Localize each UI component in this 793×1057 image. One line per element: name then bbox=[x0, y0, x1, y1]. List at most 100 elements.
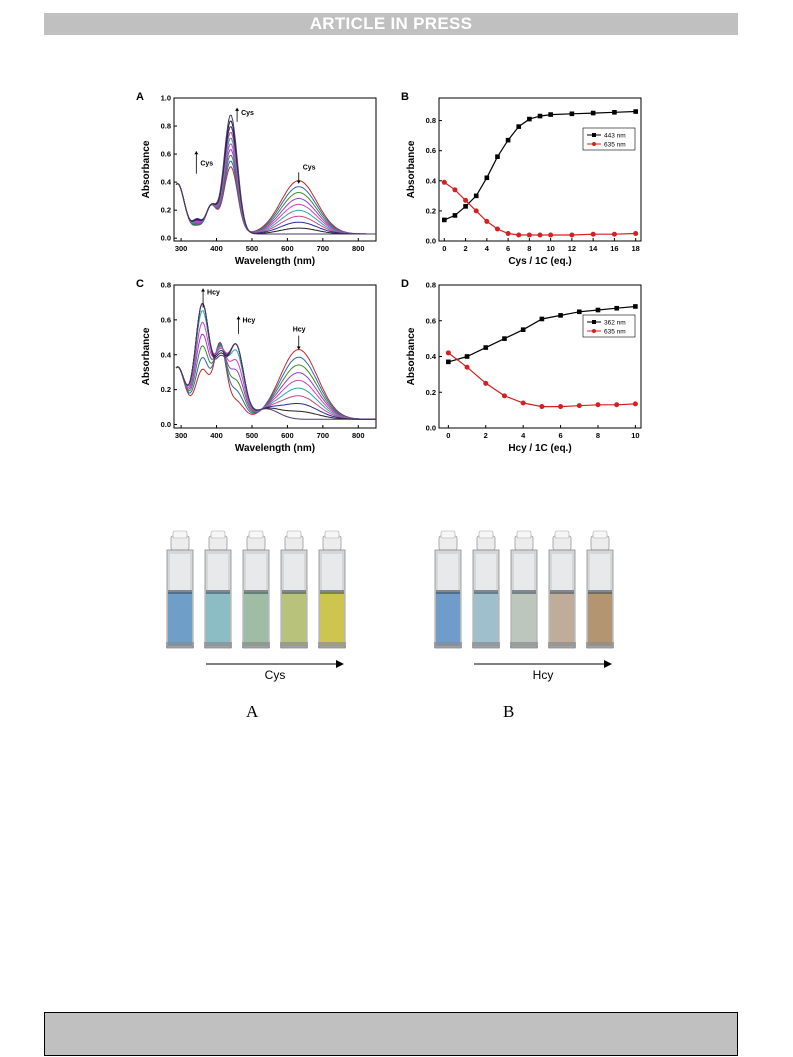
vial bbox=[280, 530, 308, 649]
y-tick-label: 0.8 bbox=[161, 281, 171, 290]
data-point bbox=[526, 232, 532, 238]
data-point bbox=[590, 110, 596, 116]
data-point bbox=[527, 116, 532, 122]
data-point bbox=[501, 393, 507, 399]
vial-cap-top bbox=[172, 530, 188, 539]
spectrum-line bbox=[175, 303, 376, 420]
vial-cap-top bbox=[210, 530, 226, 539]
spectrum-line bbox=[175, 341, 376, 420]
y-tick-label: 0.0 bbox=[426, 237, 436, 246]
data-point bbox=[611, 231, 617, 237]
series-line bbox=[448, 352, 636, 408]
chart-panel-a: 300 400 500 600 700 800 0.0 0.2 0.4 0.6 0.8 1.0 Wave… bbox=[136, 91, 377, 267]
x-tick-label: 2 bbox=[484, 431, 488, 440]
banner-text: ARTICLE IN PRESS bbox=[309, 14, 473, 33]
x-tick-label: 300 bbox=[175, 431, 188, 440]
x-tick-label: 800 bbox=[352, 244, 365, 253]
vial-cap-top bbox=[554, 530, 570, 539]
data-point bbox=[505, 230, 511, 236]
y-tick-label: 0.8 bbox=[161, 122, 171, 131]
x-tick-label: 6 bbox=[506, 244, 510, 253]
annotation-label: Hcy bbox=[242, 317, 255, 324]
vial-meniscus bbox=[206, 590, 230, 594]
vial-meniscus bbox=[168, 590, 192, 594]
data-point bbox=[463, 204, 468, 209]
plot-frame bbox=[173, 97, 377, 242]
y-tick-label: 0.8 bbox=[426, 116, 436, 125]
data-point bbox=[548, 112, 553, 117]
data-point bbox=[576, 403, 582, 409]
panel-label: C bbox=[136, 278, 144, 290]
data-point bbox=[446, 359, 451, 365]
vial bbox=[548, 530, 576, 649]
data-point bbox=[632, 401, 638, 407]
annotation-label: Cys bbox=[200, 160, 213, 167]
spectrum-line bbox=[175, 342, 376, 420]
data-point bbox=[612, 110, 617, 115]
vial-base bbox=[318, 642, 346, 648]
y-axis-label: Absorbance bbox=[141, 140, 152, 198]
x-tick-label: 12 bbox=[568, 244, 576, 253]
y-tick-label: 0.0 bbox=[161, 420, 171, 429]
legend-marker bbox=[592, 142, 596, 146]
arrow-label: Cys bbox=[265, 668, 286, 682]
x-tick-label: 6 bbox=[558, 431, 562, 440]
panel-label: B bbox=[401, 91, 409, 103]
vial-base bbox=[472, 642, 500, 648]
spectrum-line bbox=[175, 343, 376, 420]
y-tick-label: 0.4 bbox=[161, 178, 172, 187]
data-point bbox=[633, 109, 638, 114]
y-tick-label: 0.4 bbox=[161, 350, 172, 359]
y-tick-label: 0.2 bbox=[426, 206, 436, 215]
data-point bbox=[595, 307, 601, 313]
plot-frame bbox=[173, 284, 377, 429]
spectrum-line bbox=[175, 143, 376, 235]
x-axis-label: Hcy / 1C (eq.) bbox=[508, 443, 571, 454]
data-point bbox=[633, 230, 639, 236]
plot-frame bbox=[438, 97, 642, 242]
vial bbox=[510, 530, 538, 649]
x-tick-label: 18 bbox=[632, 244, 640, 253]
spectrum-line bbox=[175, 166, 376, 235]
vial-base bbox=[204, 642, 232, 648]
vial-cap-top bbox=[440, 530, 456, 539]
data-point bbox=[595, 402, 601, 408]
x-tick-label: 10 bbox=[546, 244, 554, 253]
y-tick-label: 0.6 bbox=[161, 315, 171, 324]
data-point bbox=[548, 232, 554, 238]
x-tick-label: 14 bbox=[589, 244, 598, 253]
vial-base bbox=[280, 642, 308, 648]
vial bbox=[242, 530, 270, 649]
x-tick-label: 2 bbox=[463, 244, 467, 253]
y-tick-label: 0.6 bbox=[426, 146, 436, 155]
vial bbox=[318, 530, 346, 649]
x-tick-label: 8 bbox=[596, 431, 600, 440]
vial-solution bbox=[436, 592, 460, 646]
panel-label: D bbox=[401, 278, 409, 290]
y-tick-label: 0.2 bbox=[161, 206, 171, 215]
vial-meniscus bbox=[550, 590, 574, 594]
x-tick-label: 0 bbox=[442, 244, 446, 253]
data-point bbox=[516, 232, 522, 238]
x-tick-label: 4 bbox=[485, 244, 490, 253]
y-axis-label: Absorbance bbox=[141, 327, 152, 385]
vial-solution bbox=[282, 592, 306, 646]
vial-base bbox=[166, 642, 194, 648]
chart-panel-c: 300 400 500 600 700 800 0.0 0.2 0.4 0.6 0.8 Wavelen… bbox=[136, 278, 377, 454]
data-point bbox=[505, 137, 511, 143]
vial bbox=[472, 530, 500, 649]
annotation-label: Cys bbox=[303, 164, 316, 171]
arrow-head bbox=[235, 107, 240, 111]
vial-base bbox=[510, 642, 538, 648]
data-point bbox=[473, 193, 479, 199]
vial-meniscus bbox=[244, 590, 268, 594]
vial bbox=[586, 530, 614, 649]
y-tick-label: 0.4 bbox=[426, 176, 437, 185]
y-tick-label: 0.4 bbox=[426, 352, 437, 361]
x-tick-label: 700 bbox=[317, 244, 330, 253]
vial-solution bbox=[550, 592, 574, 646]
data-point bbox=[576, 309, 582, 315]
panel-label: A bbox=[136, 91, 144, 103]
photo-caption-b: B bbox=[503, 702, 515, 721]
data-point bbox=[633, 304, 638, 309]
